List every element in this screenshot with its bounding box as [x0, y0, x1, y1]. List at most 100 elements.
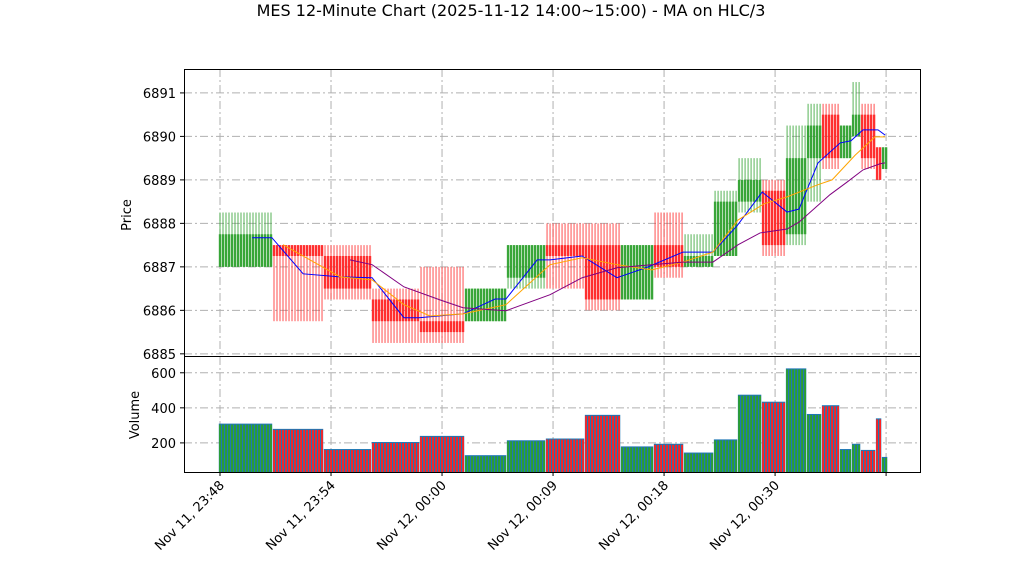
candle-body	[527, 245, 531, 278]
candle-body	[725, 201, 729, 256]
candle-body	[686, 255, 690, 267]
candle-body	[758, 179, 762, 202]
volume-stripe	[837, 406, 839, 472]
candle-body	[299, 245, 303, 256]
candle	[272, 245, 324, 322]
volume-stripe	[720, 440, 722, 472]
candle-body	[239, 234, 243, 267]
candle-body	[422, 321, 426, 333]
x-tick-label: Nov 11, 23:54	[263, 478, 339, 554]
volume-stripe	[318, 429, 320, 472]
volume-stripe	[582, 439, 584, 472]
candle-body	[551, 245, 555, 256]
volume-stripe	[783, 402, 785, 472]
volume-stripe	[492, 456, 494, 472]
volume-stripe	[294, 429, 296, 472]
volume-stripe	[552, 439, 554, 472]
candle	[737, 158, 762, 213]
volume-stripe	[483, 456, 485, 472]
volume-stripe	[639, 447, 641, 472]
candle-body	[497, 288, 501, 322]
candle-body	[386, 299, 390, 322]
candle-body	[236, 234, 240, 267]
volume-stripe	[261, 424, 263, 472]
volume-stripe	[495, 456, 497, 472]
ma-line-blue	[252, 129, 886, 319]
y-tick-label: 6887	[143, 261, 176, 276]
candle-body	[326, 255, 330, 289]
candle-body	[605, 245, 609, 300]
volume-stripe	[438, 436, 440, 472]
volume-stripe	[738, 395, 740, 472]
volume-stripe	[795, 369, 797, 472]
volume-stripe	[504, 456, 506, 472]
volume-stripe	[288, 429, 290, 472]
candle-body	[656, 245, 660, 267]
volume-stripe	[729, 440, 731, 472]
candle-body	[569, 245, 573, 256]
volume-stripe	[540, 441, 542, 472]
candle-body	[476, 288, 480, 322]
candle-body	[290, 245, 294, 256]
candle-body	[746, 179, 750, 202]
volume-stripe	[375, 443, 377, 472]
volume-stripe	[798, 369, 800, 472]
volume-stripe	[648, 447, 650, 472]
volume-bar	[839, 449, 852, 472]
candle-body	[584, 245, 588, 300]
volume-stripe	[546, 439, 548, 472]
candle-body	[494, 288, 498, 322]
volume-stripe	[252, 424, 254, 472]
volume-stripe	[870, 450, 872, 472]
candle-body	[221, 234, 225, 267]
candle-body	[563, 245, 567, 256]
candle-body	[458, 321, 462, 333]
volume-stripe	[579, 439, 581, 472]
candle-body	[797, 158, 801, 235]
volume-stripe	[465, 456, 467, 472]
volume-stripe	[660, 444, 662, 472]
candle-body	[332, 255, 336, 289]
volume-stripe	[528, 441, 530, 472]
volume-stripe	[300, 429, 302, 472]
volume-stripe	[696, 453, 698, 472]
volume-stripe	[588, 415, 590, 472]
y-tick-label: 6890	[143, 130, 176, 145]
candle-body	[434, 321, 438, 333]
candle	[806, 103, 822, 202]
volume-stripe	[441, 436, 443, 472]
candle-body	[296, 245, 300, 256]
candle-body	[566, 245, 570, 256]
candle-body	[737, 179, 741, 202]
volume-stripe	[699, 453, 701, 472]
volume-stripe	[630, 447, 632, 472]
candle-body	[407, 299, 411, 322]
volume-stripe	[522, 441, 524, 472]
candle-body	[383, 299, 387, 322]
candle-body	[449, 321, 453, 333]
candle-body	[323, 255, 327, 289]
volume-stripe	[237, 424, 239, 472]
volume-bar	[323, 449, 372, 472]
volume-stripe	[279, 429, 281, 472]
candle-body	[272, 245, 276, 256]
candle-body	[821, 114, 825, 159]
candle-body	[317, 245, 321, 256]
candle-body	[344, 255, 348, 289]
volume-stripe	[222, 424, 224, 472]
candle-body	[626, 245, 630, 300]
volume-stripe	[369, 450, 371, 472]
candle-body	[479, 288, 483, 322]
candle-body	[263, 234, 267, 267]
candle-body	[731, 201, 735, 256]
candle-body	[767, 190, 771, 246]
candle-body	[689, 255, 693, 267]
candle-body	[350, 255, 354, 289]
volume-stripe	[681, 444, 683, 472]
volume-stripe	[243, 424, 245, 472]
volume-stripe	[804, 369, 806, 472]
candle-body	[641, 245, 645, 300]
candle-body	[728, 201, 732, 256]
candle-body	[392, 299, 396, 322]
volume-stripe	[426, 436, 428, 472]
